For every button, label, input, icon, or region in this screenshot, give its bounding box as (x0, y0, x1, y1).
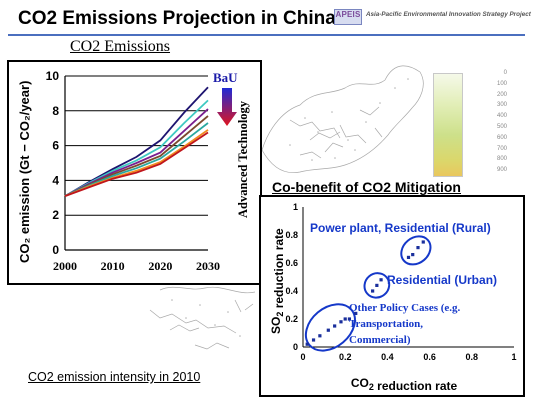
x-tick-label: 0.6 (423, 352, 436, 362)
scatter-point (339, 320, 343, 324)
group-label-urban: Residential (Urban) (387, 273, 497, 287)
map-legend-label: 100 (496, 80, 507, 87)
emission-series-line (64, 99, 209, 197)
cobenefit-title: Co-benefit of CO2 Mitigation (272, 179, 461, 195)
x-tick-label: 0 (300, 352, 305, 362)
scatter-point (411, 253, 415, 257)
slide-title: CO2 Emissions Projection in China (18, 8, 336, 29)
scatter-point (371, 289, 375, 293)
emissions-chart-panel: 0 2 4 6 8 10 2000 2010 2020 2030 CO₂ emission (G… (7, 60, 262, 285)
y-tick-label: 0 (293, 342, 298, 352)
emission-series-line (64, 131, 209, 197)
scatter-point (347, 317, 352, 321)
emissions-line-chart: 0 2 4 6 8 10 2000 2010 2020 2030 CO₂ emission (G… (17, 69, 250, 273)
map-legend-label: 300 (496, 102, 507, 109)
advanced-technology-label: Advanced Technology (236, 100, 250, 218)
map-legend-label: 400 (496, 113, 507, 120)
title-divider (8, 34, 525, 36)
y-tick-label: 0.2 (285, 314, 298, 324)
y-tick-label: 0.8 (285, 230, 298, 240)
scatter-point (406, 255, 411, 259)
map-legend-label: 200 (496, 91, 507, 98)
y-tick-label: 4 (52, 173, 59, 187)
group-label-rural: Power plant, Residential (Rural) (310, 221, 491, 235)
scatter-point (333, 324, 337, 328)
x-tick-label: 2030 (196, 259, 220, 273)
scatter-point (421, 240, 425, 244)
x-tick-label: 2010 (101, 259, 125, 273)
cobenefit-scatter-chart: 0 0.2 0.4 0.6 0.8 1 0 0.2 0.4 0.6 0.8 1 Power plan… (269, 202, 517, 393)
y-tick-label: 1 (293, 202, 298, 212)
y-tick-label: 2 (52, 208, 59, 222)
map-legend-label: 700 (496, 145, 507, 152)
scatter-point (311, 338, 316, 342)
y-tick-label: 8 (52, 104, 59, 118)
y-tick-label: 0 (52, 243, 59, 257)
scatter-point (379, 278, 383, 282)
emission-intensity-caption: CO2 emission intensity in 2010 (28, 370, 201, 384)
scatter-point (354, 311, 358, 315)
apeis-logo-text: APEIS (335, 10, 361, 19)
scatter-point (416, 246, 420, 250)
apeis-tagline: Asia-Pacific Environmental Innovation St… (366, 11, 531, 18)
map-legend-colorbar (433, 73, 463, 177)
map-legend-label: 0 (503, 70, 507, 76)
bau-label: BaU (213, 70, 238, 85)
map-legend-label: 500 (496, 123, 507, 130)
group-label-other: Other Policy Cases (e.g. Transportation,… (349, 302, 463, 346)
emissions-y-axis-label: CO₂ emission (Gt − CO₂/year) (17, 81, 32, 263)
technology-arrow-icon (217, 88, 237, 126)
y-tick-label: 6 (52, 139, 59, 153)
map-legend-label: 800 (496, 156, 507, 163)
map-legend-label: 600 (496, 134, 507, 141)
emissions-subheading: CO2 Emissions (70, 38, 171, 55)
x-tick-label: 0.8 (466, 352, 479, 362)
scatter-point (326, 328, 330, 332)
group-ellipse (400, 235, 432, 266)
co2-x-axis-label: CO2 reduction rate (351, 376, 458, 393)
scatter-point (305, 342, 309, 346)
cobenefit-chart-panel: 0 0.2 0.4 0.6 0.8 1 0 0.2 0.4 0.6 0.8 1 Power plan… (259, 195, 525, 397)
y-tick-label: 0.4 (285, 286, 298, 296)
map-legend-labels: 0 100 200 300 400 500 600 700 800 900 (475, 68, 507, 176)
scatter-point (375, 283, 379, 287)
x-tick-label: 0.2 (339, 352, 352, 362)
group-ellipse (304, 303, 356, 352)
scatter-point (343, 317, 347, 321)
apeis-logo (334, 9, 362, 25)
map-legend-label: 900 (496, 167, 507, 174)
x-tick-label: 0.4 (381, 352, 394, 362)
x-tick-label: 1 (511, 352, 516, 362)
y-tick-label: 0.6 (285, 258, 298, 268)
so2-y-axis-label: SO2 reduction rate (269, 228, 286, 334)
group-ellipse (363, 272, 391, 299)
scatter-point (318, 334, 322, 338)
y-tick-label: 10 (46, 69, 60, 83)
x-tick-label: 2000 (53, 259, 77, 273)
emission-series-line (64, 86, 209, 197)
x-tick-label: 2020 (148, 259, 172, 273)
